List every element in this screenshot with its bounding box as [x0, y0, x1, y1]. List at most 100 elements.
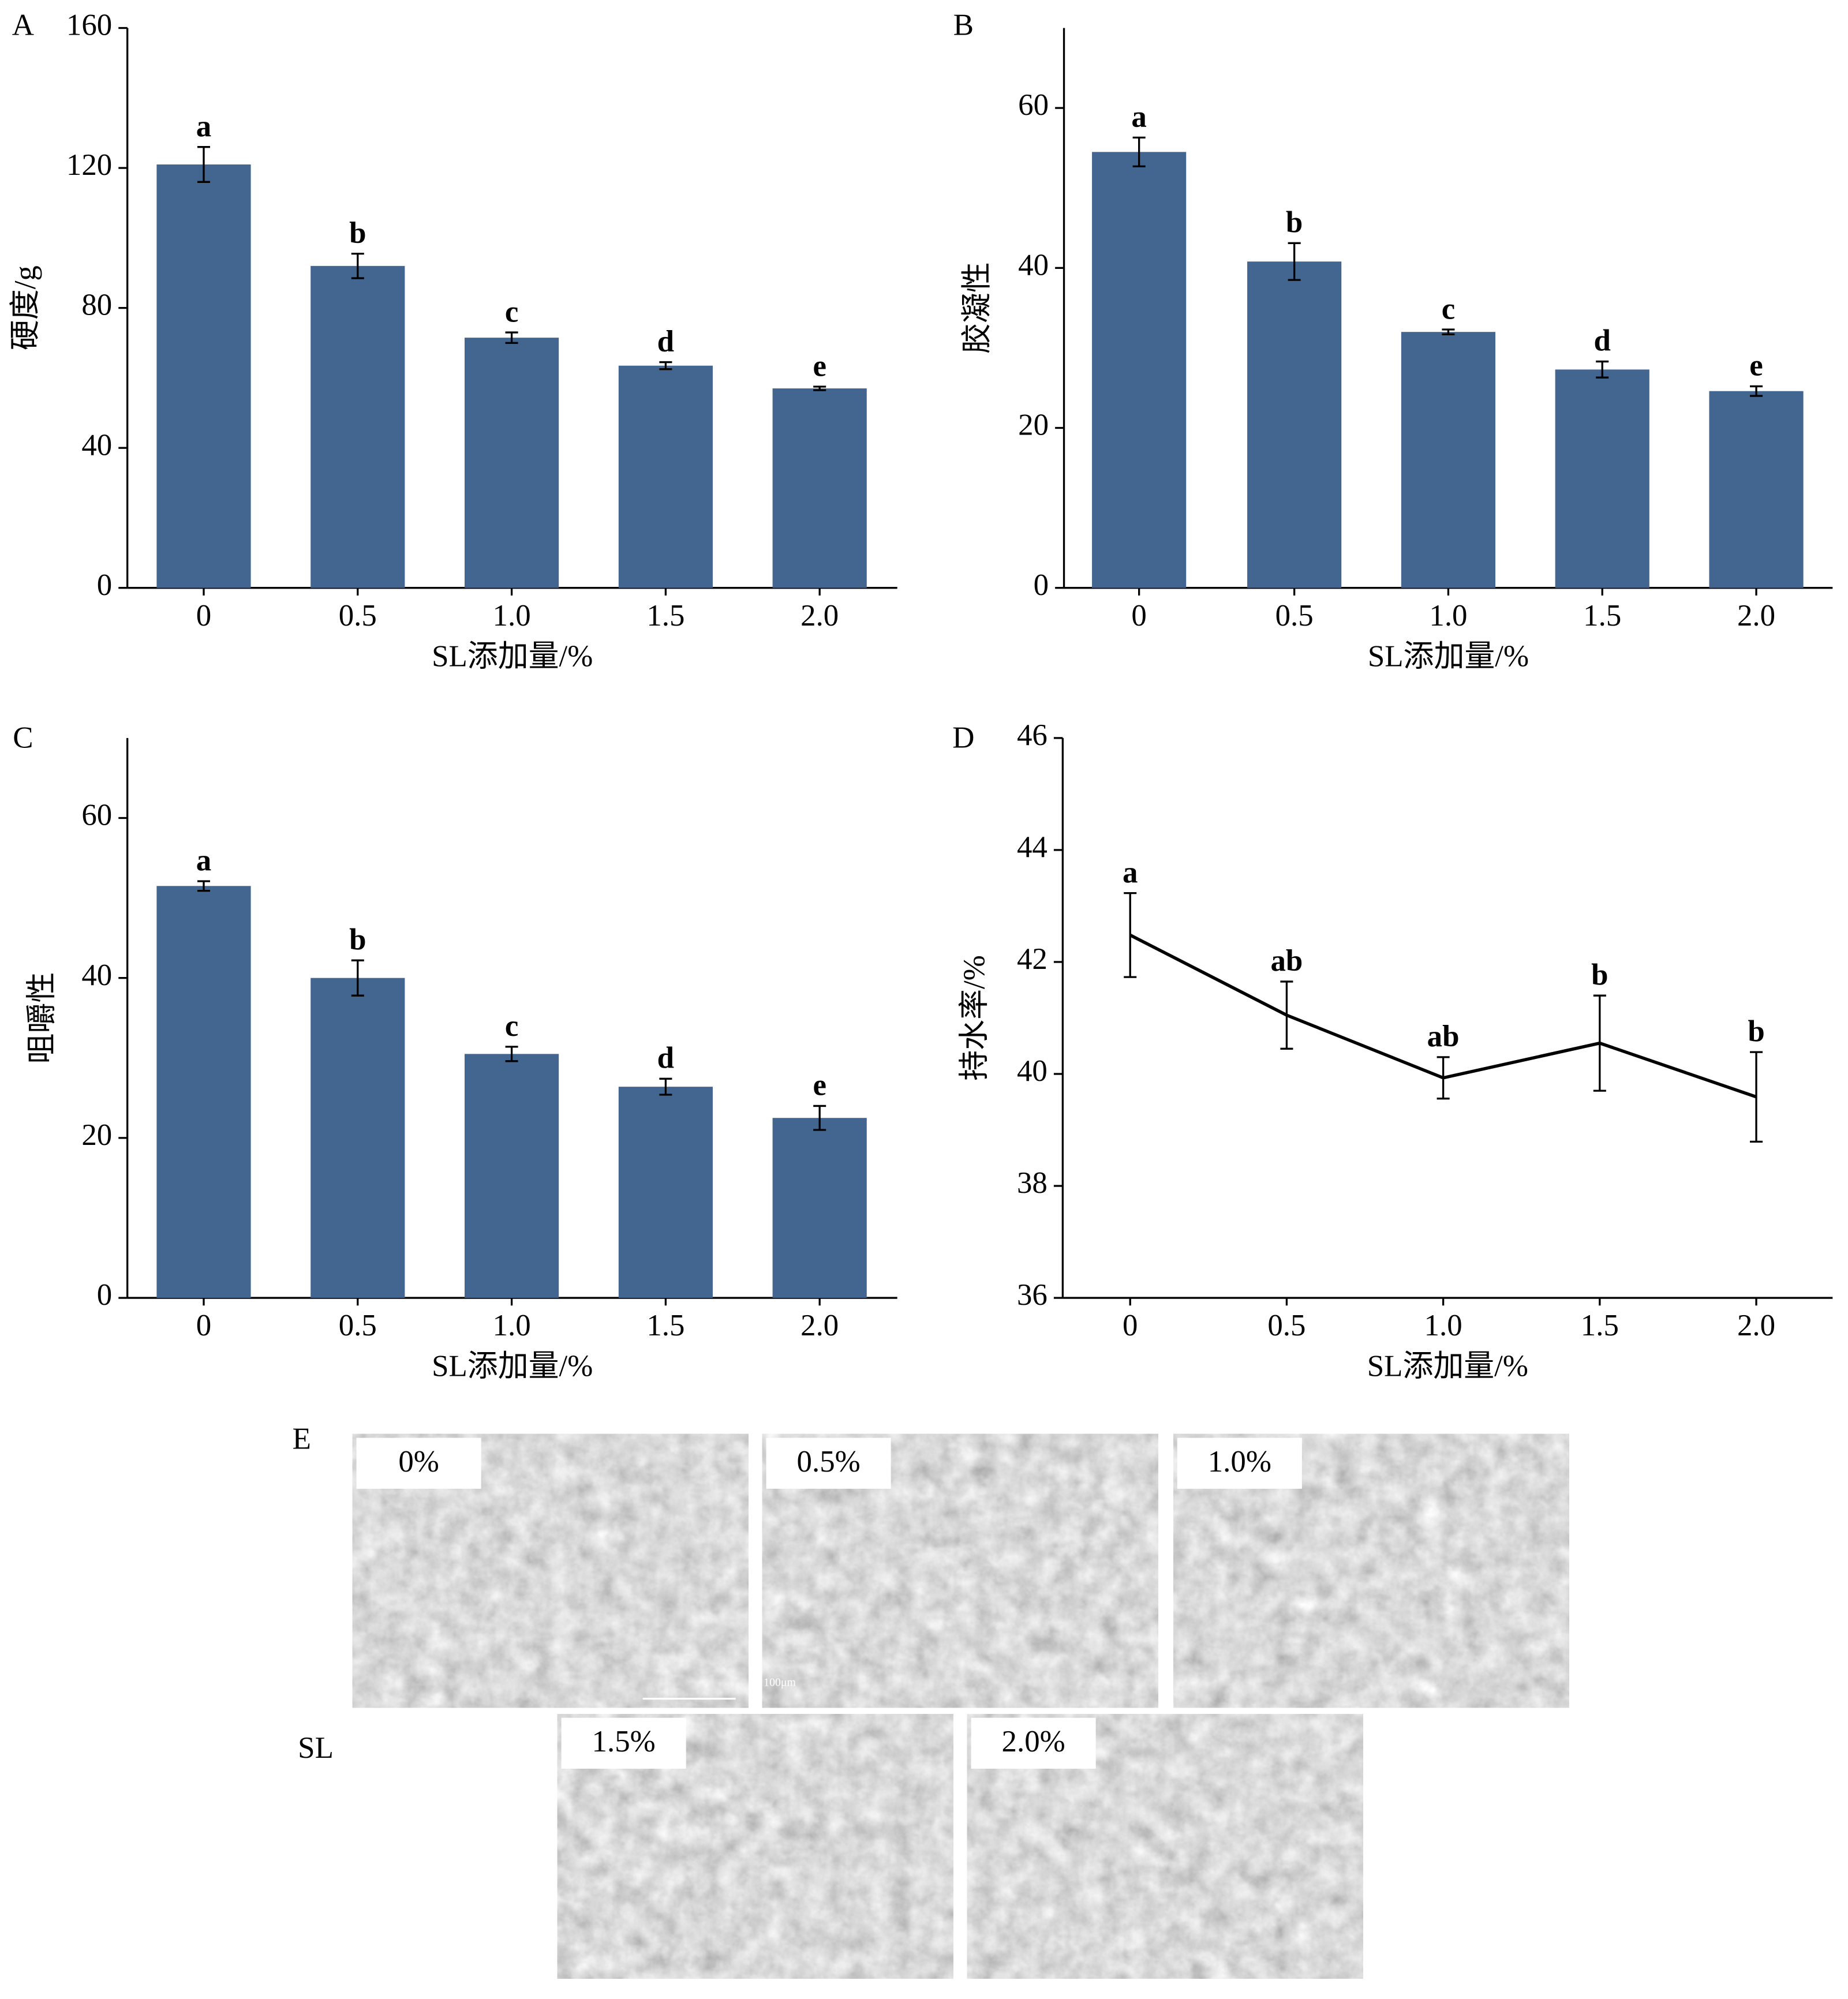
error-bar — [813, 1105, 826, 1131]
x-axis-title: SL添加量/% — [1367, 1350, 1528, 1383]
y-tick-label: 38 — [1017, 1166, 1048, 1200]
significance-letter: ab — [1270, 944, 1303, 978]
significance-letter: a — [196, 844, 211, 877]
y-tick-label: 120 — [66, 148, 112, 182]
significance-letter: b — [1286, 206, 1303, 239]
y-tick-label: 60 — [1018, 88, 1049, 122]
x-tick-label: 1.0 — [1429, 599, 1467, 632]
y-tick-label: 20 — [81, 1118, 112, 1152]
y-tick-label: 42 — [1017, 942, 1048, 976]
micrograph-label: 2.0% — [1002, 1725, 1065, 1758]
x-tick-label: 1.5 — [1581, 1309, 1619, 1342]
significance-letter: e — [813, 349, 826, 383]
panel-label: D — [952, 721, 974, 754]
significance-letter: b — [349, 216, 366, 250]
panel-label: A — [12, 9, 34, 42]
x-tick-label: 1.0 — [493, 1309, 531, 1342]
x-axis-title: SL添加量/% — [1368, 639, 1529, 673]
error-bar — [1750, 1051, 1763, 1143]
y-axis-title: 胶凝性 — [960, 262, 994, 354]
bar — [772, 388, 867, 588]
x-tick-label: 1.5 — [646, 599, 684, 632]
error-bar — [659, 1077, 672, 1096]
error-bar — [659, 361, 672, 370]
y-tick-label: 36 — [1017, 1278, 1048, 1312]
micrograph-label: 1.5% — [592, 1725, 656, 1758]
bar — [311, 265, 405, 588]
bar — [156, 164, 251, 588]
y-axis-title: 持水率/% — [958, 955, 992, 1081]
significance-letter: a — [196, 110, 211, 143]
label-box — [971, 1717, 1096, 1769]
x-tick-label: 2.0 — [1737, 1309, 1775, 1342]
micrograph-label: 1.0% — [1208, 1445, 1271, 1478]
x-tick-label: 0 — [1131, 599, 1146, 632]
error-bar — [1442, 328, 1455, 335]
x-tick-label: 1.0 — [1424, 1309, 1462, 1342]
row-label: SL — [298, 1731, 334, 1765]
error-bar — [1288, 242, 1301, 281]
bar — [1247, 261, 1342, 588]
y-tick-label: 0 — [1034, 568, 1049, 602]
error-bar — [1132, 136, 1146, 167]
panel-label: E — [293, 1422, 311, 1455]
label-box — [1177, 1438, 1302, 1489]
scale-bar-label: 100μm — [764, 1676, 796, 1689]
error-bar — [505, 1046, 518, 1062]
y-tick-label: 40 — [1018, 248, 1049, 282]
y-tick-label: 40 — [81, 959, 112, 992]
significance-letter: b — [1748, 1015, 1764, 1048]
error-bar — [197, 146, 211, 183]
significance-letter: d — [657, 1042, 674, 1075]
y-tick-label: 44 — [1017, 830, 1048, 864]
x-tick-label: 2.0 — [1737, 599, 1775, 632]
x-axis-title: SL添加量/% — [432, 639, 593, 673]
error-bar — [1750, 385, 1763, 397]
bar — [156, 886, 251, 1298]
bar — [772, 1118, 867, 1298]
bar — [618, 1087, 713, 1298]
significance-letter: d — [1594, 324, 1611, 358]
significance-letter: ab — [1427, 1020, 1460, 1053]
label-box — [766, 1438, 891, 1489]
x-tick-label: 0 — [196, 599, 211, 632]
significance-letter: c — [505, 1009, 518, 1043]
y-tick-label: 40 — [81, 428, 112, 462]
x-tick-label: 0 — [196, 1309, 211, 1342]
significance-letter: a — [1131, 100, 1146, 134]
x-tick-label: 0.5 — [339, 1309, 377, 1342]
x-tick-label: 0.5 — [1275, 599, 1314, 632]
significance-letter: c — [505, 295, 518, 328]
x-tick-label: 1.5 — [1583, 599, 1621, 632]
x-axis-title: SL添加量/% — [432, 1350, 593, 1383]
label-box — [356, 1438, 481, 1489]
x-tick-label: 2.0 — [800, 1309, 839, 1342]
x-tick-label: 1.0 — [493, 599, 531, 632]
error-bar — [1596, 360, 1609, 379]
error-bar — [351, 252, 364, 279]
bar — [465, 1054, 559, 1298]
y-tick-label: 160 — [66, 9, 112, 42]
bar — [1555, 369, 1649, 588]
significance-letter: d — [657, 325, 674, 358]
bar — [465, 338, 559, 588]
panel-label: C — [13, 721, 33, 754]
panel-label: B — [953, 9, 974, 42]
x-tick-label: 1.5 — [646, 1309, 684, 1342]
x-tick-label: 0.5 — [339, 599, 377, 632]
y-tick-label: 80 — [81, 289, 112, 322]
y-tick-label: 0 — [97, 568, 112, 602]
significance-letter: b — [349, 923, 366, 956]
bar — [618, 365, 713, 588]
y-axis-title: 硬度/g — [9, 265, 42, 350]
x-tick-label: 0.5 — [1267, 1309, 1305, 1342]
bar — [311, 978, 405, 1298]
significance-letter: a — [1123, 856, 1138, 889]
significance-letter: b — [1591, 958, 1608, 991]
line — [1129, 933, 1757, 1099]
bar — [1092, 152, 1187, 588]
x-tick-label: 2.0 — [800, 599, 839, 632]
x-tick-label: 0 — [1123, 1309, 1138, 1342]
